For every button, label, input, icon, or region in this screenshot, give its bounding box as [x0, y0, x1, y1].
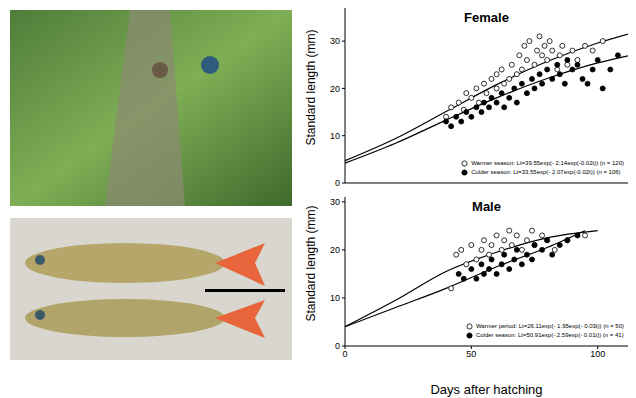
- svg-text:100: 100: [590, 349, 605, 359]
- html-text:Colder season: Lt=33.55exp(- 2: Colder season: Lt=33.55exp(- 2.07exp(-0.…: [471, 169, 621, 175]
- html-text:Male: Male: [472, 199, 501, 214]
- svg-text:0: 0: [335, 178, 340, 188]
- svg-text:Standard length (mm): Standard length (mm): [304, 205, 318, 321]
- svg-text:30: 30: [330, 36, 340, 46]
- svg-text:0: 0: [335, 341, 340, 351]
- svg-text:10: 10: [330, 293, 340, 303]
- html-text:Warmer season: Lt=39.55exp(- 2: Warmer season: Lt=39.55exp(- 2.14exp(-0.…: [471, 160, 624, 166]
- html-text:Warmer period: Lt=26.11exp(- 1: Warmer period: Lt=26.11exp(- 1.95exp(- 0…: [475, 323, 624, 329]
- html-text:Female: Female: [464, 10, 509, 25]
- svg-text:20: 20: [330, 84, 340, 94]
- svg-text:10: 10: [330, 131, 340, 141]
- html-text:Colder season: Lt=50.91exp(- 2: Colder season: Lt=50.91exp(- 2.59exp(- 0…: [475, 332, 624, 338]
- svg-text:Days after hatching: Days after hatching: [430, 382, 542, 397]
- svg-text:0: 0: [342, 349, 347, 359]
- svg-text:30: 30: [330, 197, 340, 207]
- svg-text:20: 20: [330, 245, 340, 255]
- svg-text:50: 50: [466, 349, 476, 359]
- svg-text:Standard length (mm): Standard length (mm): [304, 29, 318, 145]
